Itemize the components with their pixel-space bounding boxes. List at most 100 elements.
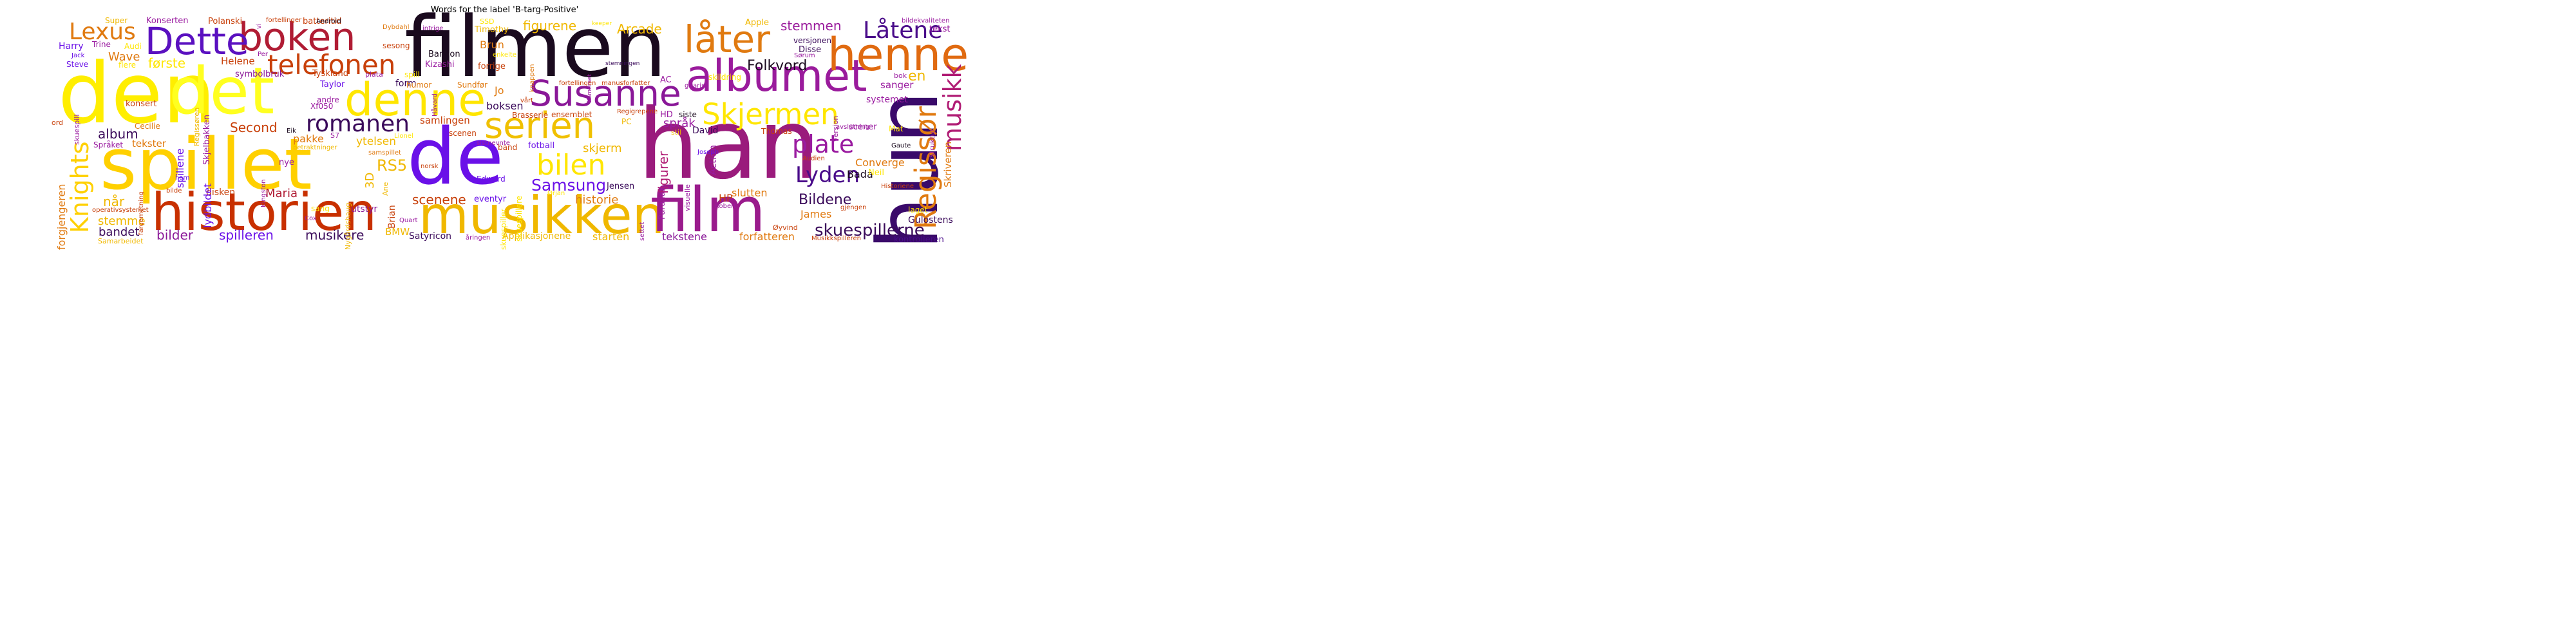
word-2: den: [58, 44, 216, 142]
word-18: telefonen: [267, 49, 396, 80]
word-43: spilleren: [219, 227, 274, 243]
word-192: bilde: [166, 187, 182, 194]
word-160: Joseph: [697, 149, 719, 156]
word-142: Kameraet: [587, 74, 593, 102]
word-127: SSD: [480, 17, 495, 26]
word-163: Mat: [889, 124, 904, 133]
word-56: forfatteren: [739, 231, 795, 243]
word-1: han: [638, 89, 820, 201]
word-75: Brun: [480, 39, 504, 51]
word-88: Harry: [59, 41, 84, 52]
word-149: siste: [679, 110, 697, 119]
word-83: Jo: [495, 84, 504, 97]
word-48: Maria: [265, 187, 298, 200]
word-103: Skjelbakken: [202, 115, 212, 166]
word-cloud: filmen han den spillet de det historien musikke…: [0, 0, 1009, 251]
word-122: bok: [894, 71, 907, 80]
word-177: visuelle: [683, 184, 692, 211]
word-11: Dette: [145, 19, 249, 63]
word-94: 3D: [363, 173, 377, 189]
word-96: fotball: [528, 141, 555, 151]
word-171: laget: [908, 205, 928, 214]
word-137: Dybdahl: [383, 24, 410, 31]
word-14: Susanne: [529, 73, 681, 114]
word-131: Audi: [124, 42, 142, 51]
word-36: første: [148, 55, 186, 71]
word-197: plata: [365, 70, 383, 79]
word-53: Converge: [855, 156, 905, 169]
word-73: samlingen: [420, 115, 470, 126]
word-21: Låtene: [863, 17, 943, 44]
word-54: Skriveren: [942, 142, 954, 188]
word-113: Xf050: [310, 102, 334, 111]
word-111: Sundfør: [457, 80, 488, 90]
word-13: albumet: [686, 51, 867, 102]
word-162: Gaute: [891, 142, 911, 149]
word-151: stil: [671, 128, 682, 137]
word-125: bildekvaliteten: [902, 17, 950, 24]
word-51: HP: [719, 192, 733, 204]
word-164: avslutning: [836, 124, 870, 131]
word-140: enkelte: [493, 52, 516, 59]
word-98: Brian: [387, 205, 397, 229]
word-110: humor: [406, 80, 432, 90]
word-158: sistnevnte: [477, 140, 510, 147]
word-148: HD: [660, 110, 673, 120]
word-130: Trine: [92, 40, 111, 49]
word-93: Steve: [66, 60, 89, 69]
word-20: Skjermen: [702, 97, 839, 131]
word-66: utstyr: [351, 204, 378, 214]
word-34: Arcade: [617, 21, 662, 37]
word-179: skuespiller: [499, 208, 508, 250]
word-42: bilder: [156, 227, 194, 243]
word-191: ham: [175, 175, 190, 182]
word-169: Robert: [715, 203, 737, 210]
word-35: stemmen: [781, 18, 842, 33]
word-188: Samarbeidet: [98, 237, 144, 245]
word-159: band: [498, 143, 518, 152]
word-78: ytelsen: [356, 135, 396, 148]
word-44: musikere: [305, 227, 365, 243]
word-81: Taylor: [320, 80, 345, 90]
word-105: Bannon: [428, 50, 460, 59]
word-41: scenene: [412, 192, 466, 207]
word-25: musikk: [938, 64, 967, 152]
word-95: Edward: [477, 175, 506, 184]
word-136: Android: [316, 18, 341, 25]
word-72: en: [908, 68, 926, 84]
word-120: versjonen: [793, 36, 831, 45]
word-85: David: [692, 126, 719, 136]
word-15: henne: [828, 28, 969, 81]
word-80: konsert: [126, 99, 157, 109]
word-4: de: [407, 113, 504, 202]
word-123: Apple: [745, 18, 770, 28]
word-74: boksen: [486, 100, 524, 112]
word-116: skildring: [708, 73, 741, 82]
word-89: Konserten: [146, 16, 189, 26]
word-102: forgjengeren: [55, 184, 68, 250]
word-152: Eik: [287, 128, 296, 135]
word-153: betraktninger: [293, 144, 337, 151]
word-47: når: [103, 194, 125, 209]
word-143: fortellingen: [559, 80, 596, 87]
word-118: gitarist: [685, 82, 708, 90]
word-132: flere: [118, 61, 136, 70]
word-30: skuespillerne: [815, 221, 925, 240]
word-86: Thomas: [761, 127, 792, 136]
word-67: disken: [206, 187, 236, 198]
word-194: skuespill: [73, 115, 81, 146]
word-154: S7: [330, 131, 339, 140]
word-108: Brasserie: [512, 111, 549, 120]
word-174: åringen: [466, 234, 491, 242]
word-69: språk: [663, 117, 696, 130]
word-155: Lionel: [394, 133, 413, 140]
word-183: Kingston: [260, 179, 267, 207]
word-133: Jack: [71, 52, 85, 59]
word-60: Applikasjonene: [502, 231, 571, 242]
word-172: Øyvind: [773, 223, 798, 232]
word-185: Ane: [381, 182, 390, 196]
word-167: versjon: [831, 116, 840, 142]
word-91: batteritid: [303, 17, 342, 26]
word-141: knappen: [529, 64, 536, 93]
word-46: stemme: [98, 214, 146, 228]
